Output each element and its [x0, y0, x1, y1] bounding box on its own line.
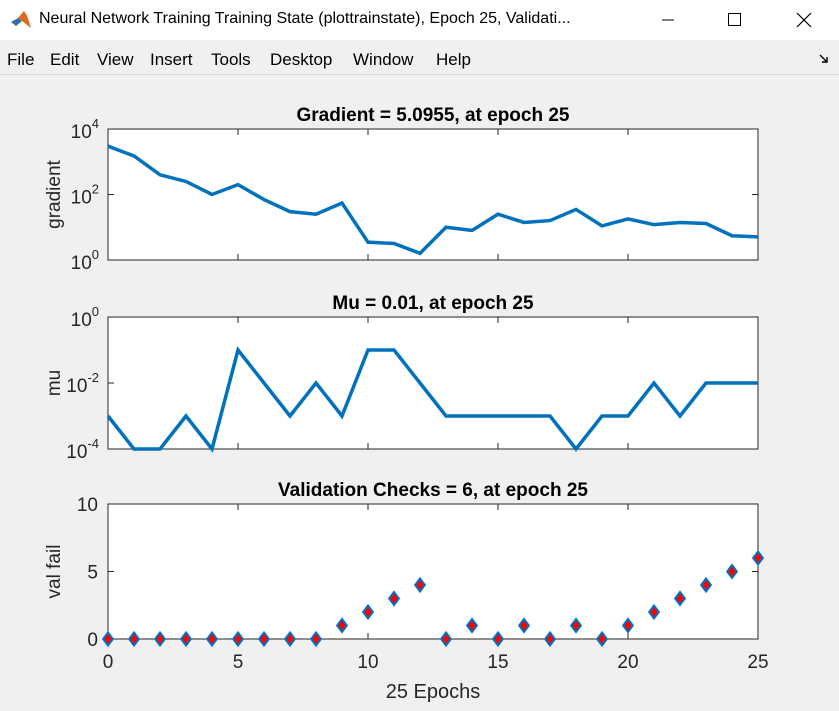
data-point [387, 590, 401, 607]
matlab-logo-icon [11, 11, 31, 28]
x-tick-label: 0 [103, 652, 114, 673]
x-tick-label: 10 [357, 652, 378, 673]
chart-title: Mu = 0.01, at epoch 25 [332, 293, 534, 314]
data-point [439, 630, 453, 648]
data-point [257, 630, 271, 648]
axes-3 [107, 503, 759, 640]
maximize-button[interactable] [711, 0, 757, 40]
data-point [231, 630, 245, 648]
plot-area [107, 316, 759, 450]
series-line [107, 144, 759, 256]
menu-window[interactable]: Window [353, 50, 414, 69]
data-point [673, 590, 687, 607]
y-tick-label: 10 [77, 495, 98, 516]
training-state-figure: Gradient = 5.0955, at epoch 25 gradient 10… [44, 105, 769, 703]
data-point [751, 549, 765, 567]
axes-2 [107, 316, 759, 450]
data-point [491, 630, 505, 648]
y-tick-label: 0 [87, 630, 98, 651]
close-button[interactable] [781, 0, 827, 40]
menu-view[interactable]: View [97, 50, 134, 69]
chart-title: Validation Checks = 6, at epoch 25 [278, 480, 588, 501]
x-tick-label: 25 [747, 652, 768, 673]
menu-edit[interactable]: Edit [50, 50, 80, 69]
data-point [699, 576, 713, 594]
y-axis-label: gradient [44, 159, 65, 228]
data-point [569, 617, 583, 634]
data-point [127, 630, 141, 648]
y-tick-label: 5 [87, 563, 98, 584]
y-tick-label: 100 [71, 304, 99, 331]
y-tick-label: 100 [71, 247, 99, 274]
data-point [621, 617, 635, 634]
data-point [179, 630, 193, 648]
menu-tools[interactable]: Tools [211, 50, 251, 69]
menu-bar: File Edit View Insert Tools Desktop Wind… [0, 44, 839, 75]
data-point [335, 617, 349, 634]
x-tick-label: 15 [487, 652, 508, 673]
data-point [101, 630, 115, 648]
data-point [153, 630, 167, 648]
figure-area: Gradient = 5.0955, at epoch 25 gradient 10… [0, 76, 839, 706]
y-tick-label: 102 [71, 182, 99, 209]
data-point [517, 617, 531, 634]
window-title: Neural Network Training Training State (… [39, 10, 571, 27]
menu-insert[interactable]: Insert [150, 50, 193, 69]
x-axis-label: 25 Epochs [386, 681, 481, 703]
plot-area [107, 503, 759, 640]
x-tick-label: 5 [233, 652, 244, 673]
data-point [647, 603, 661, 621]
data-point [725, 563, 739, 580]
data-point [205, 630, 219, 648]
x-tick-label: 20 [617, 652, 638, 673]
data-point [543, 630, 557, 648]
data-point [465, 617, 479, 634]
menu-help[interactable]: Help [436, 50, 471, 69]
chart-title: Gradient = 5.0955, at epoch 25 [297, 105, 570, 126]
data-point [309, 630, 323, 648]
data-point [595, 630, 609, 648]
y-tick-label: 10-4 [66, 436, 99, 463]
data-point [413, 576, 427, 594]
data-point [283, 630, 297, 648]
minimize-button[interactable] [645, 0, 691, 40]
menu-file[interactable]: File [7, 50, 35, 69]
title-bar: Neural Network Training Training State (… [0, 0, 839, 40]
data-point [361, 603, 375, 621]
menu-desktop[interactable]: Desktop [270, 50, 333, 69]
y-axis-label: val fail [44, 545, 65, 599]
y-tick-label: 10-2 [66, 370, 99, 397]
y-axis-label: mu [44, 370, 65, 396]
series-line [106, 346, 758, 453]
y-tick-label: 104 [71, 116, 99, 143]
dock-figure-icon[interactable] [818, 52, 832, 66]
